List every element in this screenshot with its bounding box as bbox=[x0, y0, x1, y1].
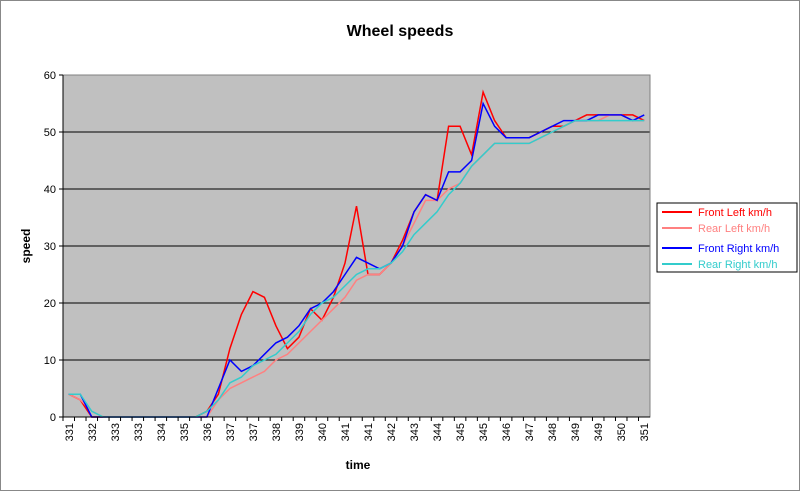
x-tick-label: 338 bbox=[271, 423, 283, 441]
legend-label: Front Left km/h bbox=[698, 207, 772, 219]
x-tick-label: 343 bbox=[409, 423, 421, 441]
x-tick-label: 342 bbox=[386, 423, 398, 441]
x-tick-label: 331 bbox=[64, 423, 76, 441]
x-tick-label: 344 bbox=[432, 423, 444, 441]
x-tick-label: 334 bbox=[156, 423, 168, 441]
x-tick-label: 348 bbox=[547, 423, 559, 441]
x-tick-label: 345 bbox=[455, 423, 467, 441]
x-tick-label: 341 bbox=[340, 423, 352, 441]
x-axis-label: time bbox=[346, 458, 371, 472]
legend-label: Rear Right km/h bbox=[698, 259, 777, 271]
x-tick-label: 336 bbox=[202, 423, 214, 441]
x-tick-label: 333 bbox=[110, 423, 122, 441]
x-tick-label: 345 bbox=[478, 423, 490, 441]
y-tick-label: 40 bbox=[44, 184, 56, 196]
y-axis-label: speed bbox=[19, 229, 33, 264]
x-tick-label: 349 bbox=[593, 423, 605, 441]
x-tick-label: 333 bbox=[133, 423, 145, 441]
y-tick-label: 20 bbox=[44, 298, 56, 310]
x-tick-label: 351 bbox=[639, 423, 651, 441]
y-tick-label: 30 bbox=[44, 241, 56, 253]
x-tick-label: 340 bbox=[317, 423, 329, 441]
x-tick-label: 341 bbox=[363, 423, 375, 441]
chart-title: Wheel speeds bbox=[347, 23, 454, 40]
legend bbox=[656, 202, 798, 273]
y-tick-label: 10 bbox=[44, 355, 56, 367]
x-tick-label: 339 bbox=[294, 423, 306, 441]
y-tick-label: 0 bbox=[50, 412, 56, 424]
legend-label: Rear Left km/h bbox=[698, 223, 770, 235]
x-tick-label: 335 bbox=[179, 423, 191, 441]
x-tick-label: 332 bbox=[87, 423, 99, 441]
x-tick-label: 347 bbox=[524, 423, 536, 441]
x-tick-label: 350 bbox=[616, 423, 628, 441]
x-tick-label: 337 bbox=[225, 423, 237, 441]
y-tick-label: 60 bbox=[44, 70, 56, 82]
x-tick-label: 337 bbox=[248, 423, 260, 441]
legend-label: Front Right km/h bbox=[698, 243, 779, 255]
x-tick-label: 346 bbox=[501, 423, 513, 441]
y-tick-label: 50 bbox=[44, 127, 56, 139]
x-tick-label: 349 bbox=[570, 423, 582, 441]
